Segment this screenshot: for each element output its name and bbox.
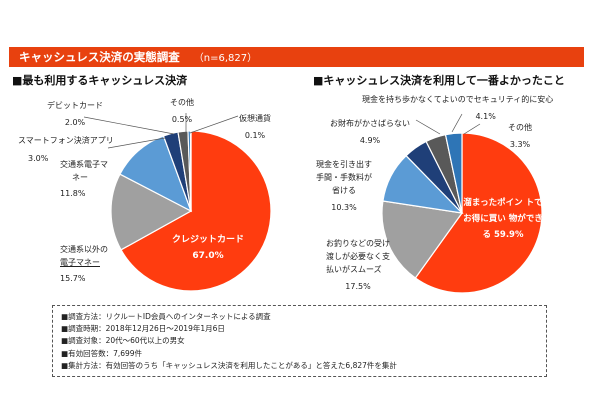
- label-debit-card: デビットカード 2.0%: [47, 101, 103, 127]
- note-aggregation: ■集計方法：有効回答のうち「キャッシュレス決済を利用したことがある」と答えた6,…: [61, 360, 397, 370]
- sample-size: （n=6,827）: [193, 53, 258, 64]
- note-method: ■調査方法：リクルートID会員へのインターネットによる調査: [61, 312, 271, 321]
- note-responses: ■有効回答数：7,699件: [61, 348, 143, 358]
- label-transit-emoney: 交通系電子マ ネー 11.8%: [60, 160, 108, 198]
- survey-title-bar: キャッシュレス決済の実態調査 （n=6,827）: [9, 47, 584, 67]
- left-pie-chart: [110, 130, 272, 292]
- label-points: 溜まったポイン トでお得に買い 物ができる 59.9%: [463, 198, 543, 240]
- label-no-withdrawal: 現金を引き出す 手間・手数料が 省ける 10.3%: [316, 160, 372, 212]
- survey-notes: ■調査方法：リクルートID会員へのインターネットによる調査 ■調査時期：2018…: [52, 305, 547, 377]
- left-chart-title: ■最も利用するキャッシュレス決済: [12, 74, 188, 87]
- label-other-right: その他 3.3%: [508, 123, 532, 149]
- label-smooth-payment: お釣りなどの受け 渡しが必要なく支 払いがスムーズ 17.5%: [326, 239, 390, 291]
- pie-slice-1: [110, 173, 193, 251]
- label-wallet: お財布がかさばらない 4.9%: [330, 119, 410, 145]
- pie-slice-5: [444, 132, 463, 214]
- label-smartphone-app: スマートフォン決済アプリ 3.0%: [18, 136, 114, 163]
- label-credit-card: クレジットカード 67.0%: [171, 235, 244, 261]
- leader-lines: [83, 113, 481, 149]
- right-pie-chart: [381, 132, 543, 294]
- pie-slice-1: [381, 200, 464, 279]
- pie-slice-0: [120, 130, 272, 292]
- note-target: ■調査対象：20代～60代以上の男女: [61, 336, 185, 346]
- pie-slice-0: [414, 132, 543, 294]
- note-period: ■調査時期：2018年12月26日～2019年1月6日: [61, 324, 225, 334]
- label-other-left: その他 0.5%: [170, 98, 194, 124]
- label-other-emoney: 交通系以外の 電子マネー 15.7%: [60, 245, 108, 283]
- pie-slice-6: [189, 130, 192, 212]
- label-crypto: 仮想通貨 0.1%: [239, 114, 271, 140]
- right-chart-title: ■キャッシュレス決済を利用して一番よかったこと: [313, 74, 565, 87]
- survey-title: キャッシュレス決済の実態調査: [19, 50, 180, 64]
- label-security: 現金を持ち歩かなくてよいのでセキュリティ的に安心 4.1%: [362, 95, 554, 121]
